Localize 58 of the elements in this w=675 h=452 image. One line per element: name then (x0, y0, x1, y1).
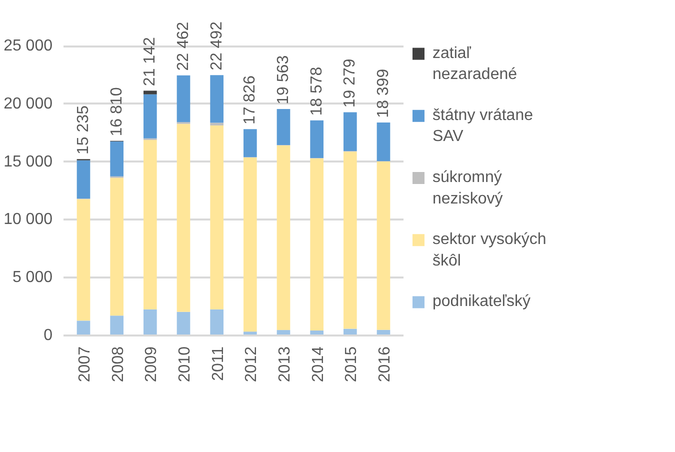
total-label: 22 492 (208, 21, 226, 70)
y-tick-label: 15 000 (4, 153, 53, 170)
bar (176, 124, 190, 312)
legend-label: zatiaľ nezaradené (432, 44, 518, 84)
bar (110, 141, 124, 176)
legend-label: sektor vysokých škôl (432, 231, 546, 270)
bar (210, 309, 224, 336)
x-tick-label: 2009 (143, 346, 160, 382)
x-tick-label: 2011 (210, 346, 227, 381)
total-label: 21 142 (142, 37, 159, 86)
x-tick-label: 2016 (376, 346, 394, 382)
bar (76, 199, 90, 321)
bar (310, 120, 324, 158)
bar (244, 129, 257, 158)
x-tick-label: 2010 (176, 346, 194, 382)
x-tick-label: 2012 (243, 346, 260, 382)
total-label: 17 826 (242, 75, 259, 124)
bar (76, 320, 90, 336)
bar (376, 122, 390, 162)
total-label: 16 810 (108, 87, 126, 136)
bar (344, 112, 357, 152)
bar (210, 75, 224, 123)
bar (110, 178, 124, 316)
y-tick-label: 5 000 (12, 269, 53, 286)
total-label: 15 235 (75, 105, 92, 154)
legend-label: podnikateľský (432, 293, 531, 310)
bar (144, 90, 157, 94)
total-label: 18 399 (375, 68, 392, 118)
legend-label: štátny vrátane SAV (432, 106, 534, 146)
bar (176, 75, 190, 122)
bar (210, 122, 224, 126)
total-label: 19 279 (342, 58, 359, 108)
total-label: 19 563 (275, 55, 292, 104)
y-tick-label: 0 (44, 327, 53, 344)
x-tick-label: 2014 (310, 346, 327, 382)
bar (76, 160, 90, 199)
bar (276, 108, 290, 146)
x-tick-label: 2013 (276, 346, 294, 382)
bar (210, 125, 224, 310)
x-tick-label: 2015 (343, 346, 360, 382)
bar (110, 316, 124, 336)
y-tick-label: 10 000 (4, 211, 53, 228)
bar (244, 158, 257, 332)
legend-label: súkromný neziskový (432, 169, 503, 208)
x-tick-label: 2008 (110, 346, 127, 382)
y-tick-label: 25 000 (4, 38, 53, 55)
total-label: 18 578 (308, 66, 326, 116)
y-tick-label: 20 000 (4, 95, 53, 112)
bar (144, 309, 157, 336)
bar (376, 161, 390, 330)
bar (276, 145, 290, 330)
bar (144, 94, 157, 138)
bar (344, 152, 357, 329)
bar (144, 140, 157, 310)
total-label: 22 462 (175, 22, 192, 71)
bar (310, 158, 324, 331)
x-tick-label: 2007 (76, 346, 94, 382)
bar (176, 312, 190, 336)
